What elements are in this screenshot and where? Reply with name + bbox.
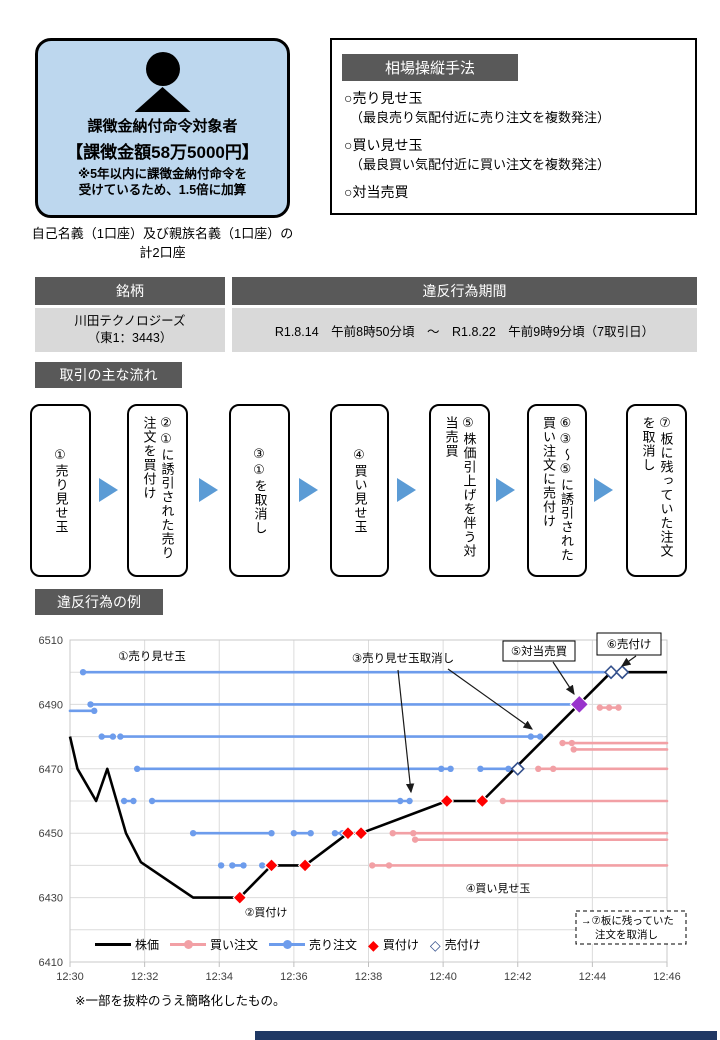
offender-title: 課徴金納付命令対象者 [87, 118, 238, 135]
flow-step-3: ③①を取消し [229, 404, 290, 577]
penalty-note: ※5年以内に課徴金納付命令を 受けているため、1.5倍に加算 [38, 166, 287, 198]
svg-text:6490: 6490 [39, 699, 63, 711]
flow-step-1: ①売り見せ玉 [30, 404, 91, 577]
account-caption-line2: 計2口座 [139, 245, 186, 260]
legend-line-swatch [95, 943, 131, 946]
person-icon-body [134, 87, 191, 112]
buy-execution-markers [232, 793, 490, 905]
method-heading: 相場操縦手法 [342, 54, 518, 81]
svg-text:②買付け: ②買付け [245, 906, 288, 919]
legend-item: 株価 [95, 936, 159, 953]
svg-text:③売り見せ玉取消し: ③売り見せ玉取消し [352, 651, 454, 665]
chart-note: ※一部を抜粋のうえ簡略化したもの。 [75, 994, 286, 1008]
chart-annotations: ①売り見せ玉 ③売り見せ玉取消し ②買付け ④買い見せ玉 ⑤対当売買 ⑥売付け →⑦板に残っ… [118, 632, 687, 945]
example-heading: 違反行為の例 [35, 589, 163, 615]
svg-text:12:36: 12:36 [280, 971, 308, 983]
penalty-note-line1: ※5年以内に課徴金納付命令を [77, 167, 248, 181]
person-icon [38, 52, 287, 112]
legend-label: 買い注文 [210, 938, 259, 952]
chart-axis-labels: 6510 6490 6470 6450 6430 6410 12:30 12:32 12:34 1… [39, 635, 681, 983]
legend-label: 売り注文 [309, 938, 358, 952]
account-caption: 自己名義（1口座）及び親族名義（1口座）の 計2口座 [20, 224, 305, 262]
legend-label: 売付け [444, 938, 481, 952]
account-caption-line1: 自己名義（1口座）及び親族名義（1口座）の [31, 226, 294, 241]
svg-text:6510: 6510 [39, 635, 63, 647]
flow-arrow-icon [594, 478, 613, 502]
svg-text:⑤対当売買: ⑤対当売買 [511, 644, 567, 658]
stock-header: 銘柄 [35, 277, 225, 305]
flow-arrow-icon [299, 478, 318, 502]
legend-item: ◆ 買付け [368, 936, 419, 953]
price-line [68, 670, 667, 899]
svg-text:⑥売付け: ⑥売付け [607, 638, 652, 651]
stock-name: 川田テクノロジーズ [74, 314, 186, 328]
violation-period-cell: R1.8.14 午前8時50分頃 ～ R1.8.22 午前9時9分頃（7取引日） [232, 308, 697, 352]
svg-text:12:34: 12:34 [205, 971, 233, 983]
stock-cell: 川田テクノロジーズ （東1：3443） [35, 308, 225, 352]
legend-item: ◇ 売付け [430, 936, 481, 953]
flow-step-5: ⑤株価引上げを伴う対当売買 [429, 404, 490, 577]
violation-period-header: 違反行為期間 [232, 277, 697, 305]
svg-text:①売り見せ玉: ①売り見せ玉 [118, 650, 186, 663]
chart-legend: 株価 買い注文 売り注文 ◆ 買付け ◇ 売付け [95, 936, 575, 953]
stock-code: （東1：3443） [87, 331, 173, 345]
flow-arrow-icon [99, 478, 118, 502]
method-item-2: ○買い見せ玉 [344, 137, 423, 153]
legend-line-swatch [170, 940, 207, 949]
legend-label: 株価 [135, 938, 160, 952]
flow-arrow-icon [496, 478, 515, 502]
legend-item: 売り注文 [269, 936, 357, 953]
svg-text:④買い見せ玉: ④買い見せ玉 [466, 882, 531, 895]
svg-text:→⑦板に残っていた: →⑦板に残っていた [581, 914, 674, 927]
svg-text:6430: 6430 [39, 893, 63, 905]
svg-text:12:32: 12:32 [131, 971, 159, 983]
svg-text:6410: 6410 [39, 957, 63, 969]
flow-arrow-icon [397, 478, 416, 502]
buy-order-lines [369, 704, 669, 869]
flow-step-4: ④買い見せ玉 [330, 404, 389, 577]
flow-arrow-icon [199, 478, 218, 502]
svg-text:6450: 6450 [39, 828, 63, 840]
flow-step-2: ②①に誘引された売り注文を買付け [127, 404, 188, 577]
svg-text:注文を取消し: 注文を取消し [595, 928, 658, 941]
legend-line-swatch [269, 940, 306, 949]
footer-accent-bar [255, 1031, 717, 1040]
cross-trade-marker [569, 694, 590, 715]
penalty-note-line2: 受けているため、1.5倍に加算 [78, 183, 247, 197]
person-icon-head [145, 52, 180, 86]
penalty-amount: 【課徴金額58万5000円】 [66, 143, 259, 162]
manipulation-method-box: 相場操縦手法 ○売り見せ玉 （最良売り気配付近に売り注文を複数発注） ○買い見せ… [330, 38, 697, 215]
legend-label: 買付け [382, 938, 419, 952]
method-item-1-detail: （最良売り気配付近に売り注文を複数発注） [350, 110, 611, 125]
violation-example-chart: 6510 6490 6470 6450 6430 6410 12:30 12:32 12:34 1… [39, 632, 687, 983]
flow-step-6: ⑥③～⑤に誘引された買い注文に売付け [527, 404, 587, 577]
svg-text:12:46: 12:46 [653, 971, 681, 983]
svg-text:12:44: 12:44 [579, 971, 607, 983]
method-item-3: ○対当売買 [344, 184, 409, 200]
legend-item: 買い注文 [170, 936, 258, 953]
legend-diamond-icon: ◆ [368, 936, 379, 953]
sell-order-lines [68, 669, 605, 869]
flow-step-7: ⑦板に残っていた注文を取消し [626, 404, 687, 577]
svg-text:6470: 6470 [39, 764, 63, 776]
offender-card: 課徴金納付命令対象者 【課徴金額58万5000円】 ※5年以内に課徴金納付命令を… [35, 38, 290, 218]
svg-text:12:40: 12:40 [429, 971, 457, 983]
method-item-2-detail: （最良買い気配付近に買い注文を複数発注） [350, 157, 611, 172]
svg-text:12:38: 12:38 [355, 971, 383, 983]
flow-heading: 取引の主な流れ [35, 362, 182, 388]
legend-diamond-icon: ◇ [429, 936, 441, 953]
svg-text:12:42: 12:42 [504, 971, 532, 983]
annotation-arrows [397, 655, 637, 794]
svg-text:12:30: 12:30 [56, 971, 84, 983]
sell-execution-markers [510, 665, 630, 776]
method-item-1: ○売り見せ玉 [344, 90, 423, 106]
